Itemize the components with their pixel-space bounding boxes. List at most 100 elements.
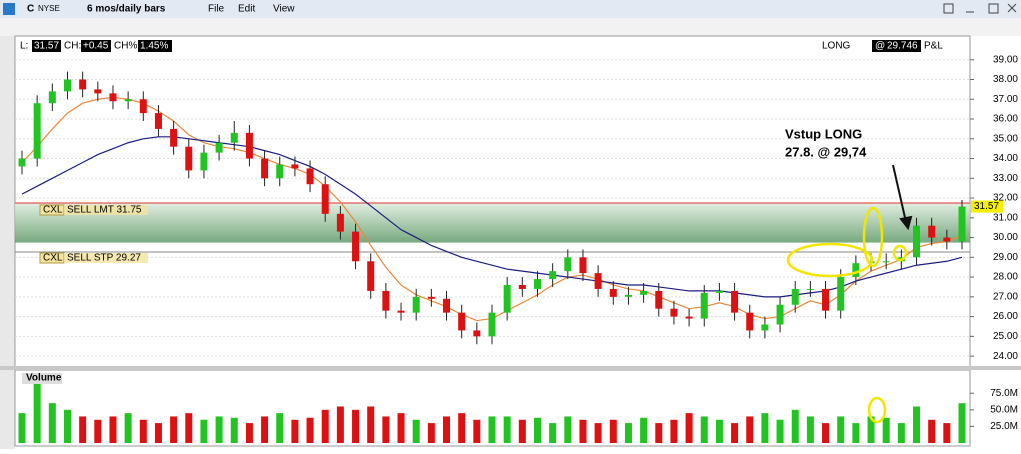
change-pct: 1.45% xyxy=(140,41,168,52)
candle-body xyxy=(564,257,572,272)
candle-body xyxy=(503,284,511,313)
volume-bar xyxy=(321,409,329,443)
candle-body xyxy=(913,225,921,258)
candle-body xyxy=(200,152,208,171)
candle-body xyxy=(594,273,602,289)
last-price: 31.57 xyxy=(974,201,999,212)
volume-bar xyxy=(791,409,799,443)
volume-bar xyxy=(685,413,693,443)
symbol[interactable]: C xyxy=(27,4,34,15)
volume-bar xyxy=(897,423,905,443)
volume-bar xyxy=(139,419,147,443)
candle-body xyxy=(670,308,678,317)
volume-bar xyxy=(822,423,830,443)
volume-bar xyxy=(837,416,845,443)
candle-body xyxy=(427,296,435,299)
candle-body xyxy=(154,113,162,129)
candle-body xyxy=(139,99,147,114)
arrow xyxy=(892,164,913,231)
volume-bar xyxy=(109,416,117,443)
candle-body xyxy=(412,296,420,313)
volume-bar xyxy=(397,413,405,443)
candle-body xyxy=(276,164,284,179)
candle-body xyxy=(822,288,830,311)
y-tick-label: 39.00 xyxy=(993,54,1018,65)
candle-body xyxy=(170,128,178,147)
volume-bar xyxy=(503,416,511,443)
volume-bar xyxy=(200,419,208,443)
order-box xyxy=(64,204,148,215)
last-label: L: xyxy=(20,41,28,52)
volume-bar xyxy=(230,417,238,443)
last-price-tag xyxy=(971,200,1003,213)
exchange[interactable]: NYSE xyxy=(38,4,60,13)
change-pct-label: CH%: xyxy=(114,41,140,52)
volume-bar xyxy=(715,419,723,443)
candle-body xyxy=(609,288,617,297)
volume-bar xyxy=(882,417,890,443)
candle-body xyxy=(731,290,739,313)
candle-body xyxy=(624,294,632,297)
volume-bar xyxy=(94,419,102,443)
volume-bar xyxy=(731,423,739,443)
candle-body xyxy=(94,89,102,94)
volume-bar xyxy=(776,419,784,443)
volume-bar xyxy=(79,416,87,443)
candle-body xyxy=(215,142,223,153)
candle-body xyxy=(746,312,754,331)
volume-bar xyxy=(427,423,435,443)
cancel-label[interactable]: CXL xyxy=(43,253,63,264)
volume-bar xyxy=(761,413,769,443)
y-tick-label: 38.00 xyxy=(993,74,1018,85)
menu-edit[interactable]: Edit xyxy=(238,4,255,15)
y-tick-label: 33.00 xyxy=(993,173,1018,184)
candle-body xyxy=(533,279,541,289)
window-buttons[interactable] xyxy=(943,3,1017,14)
volume-bar xyxy=(336,406,344,443)
y-tick-label: 32.00 xyxy=(993,193,1018,204)
volume-label-box xyxy=(22,373,62,384)
volume-bar xyxy=(215,416,223,443)
position-price: 29.746 xyxy=(887,41,918,52)
last: 31.57 xyxy=(34,41,59,52)
volume-bar xyxy=(124,413,132,443)
annotation: Vstup LONG xyxy=(785,126,862,141)
volume-bar xyxy=(655,423,663,443)
volume-bar xyxy=(458,413,466,443)
menu-view[interactable]: View xyxy=(273,4,295,15)
position-box xyxy=(872,40,921,52)
volume-title: Volume xyxy=(26,373,62,384)
change-box xyxy=(81,40,111,52)
left-strip xyxy=(0,36,15,449)
volume-bar xyxy=(33,379,41,443)
y-tick-label: 24.00 xyxy=(993,351,1018,362)
position-band xyxy=(15,202,970,243)
y-tick-label: 25.00 xyxy=(993,331,1018,342)
candle-body xyxy=(882,261,890,263)
y-tick-label: 31.00 xyxy=(993,212,1018,223)
candle-body xyxy=(958,206,966,242)
volume-bar xyxy=(518,419,526,443)
menu-file[interactable]: File xyxy=(208,4,225,15)
volume-bar xyxy=(473,419,481,443)
volume-bar xyxy=(806,416,814,443)
cancel-label[interactable]: CXL xyxy=(43,205,63,216)
period[interactable]: 6 mos/daily bars xyxy=(87,4,166,15)
candle-body xyxy=(640,290,648,295)
volume-bar xyxy=(352,409,360,443)
candle-body xyxy=(488,312,496,337)
candle-body xyxy=(382,290,390,311)
volume-bar xyxy=(640,417,648,443)
position-at: @ xyxy=(875,41,885,52)
volume-bar xyxy=(913,406,921,443)
candle-body xyxy=(655,290,663,309)
candle-body xyxy=(397,310,405,313)
volume-bar xyxy=(852,423,860,443)
candle-body xyxy=(458,312,466,331)
volume-bar xyxy=(261,416,269,443)
candle-body xyxy=(109,93,117,102)
candle-body xyxy=(761,324,769,331)
candle-body xyxy=(715,290,723,293)
